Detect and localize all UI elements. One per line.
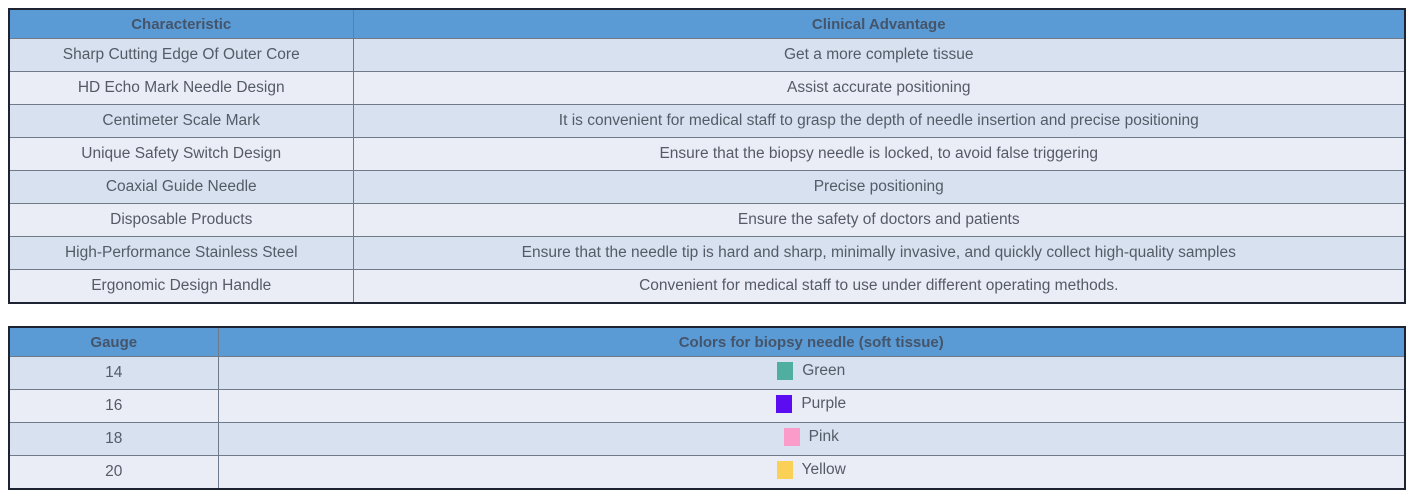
- advantage-cell: Ensure that the needle tip is hard and s…: [352, 236, 1406, 270]
- advantage-cell: Convenient for medical staff to use unde…: [352, 269, 1406, 304]
- gauge-cell: 16: [8, 389, 219, 423]
- gauge-cell: 18: [8, 422, 219, 456]
- characteristic-cell: Sharp Cutting Edge Of Outer Core: [8, 38, 354, 72]
- color-label: Purple: [801, 394, 847, 412]
- gauge-column-header: Gauge: [8, 326, 219, 357]
- color-cell: Purple: [217, 389, 1406, 423]
- characteristic-cell: Unique Safety Switch Design: [8, 137, 354, 171]
- characteristic-cell: High-Performance Stainless Steel: [8, 236, 354, 270]
- gauge-cell: 20: [8, 455, 219, 490]
- green-color-swatch: [777, 361, 794, 380]
- purple-color-swatch: [776, 394, 793, 413]
- gauge-cell: 14: [8, 356, 219, 390]
- color-label: Pink: [808, 427, 839, 445]
- advantage-cell: Ensure that the biopsy needle is locked,…: [352, 137, 1406, 171]
- table-row: Coaxial Guide Needle Precise positioning: [8, 170, 1406, 204]
- table-row: 20 Yellow: [8, 455, 1406, 490]
- characteristic-column-header: Characteristic: [8, 8, 354, 39]
- color-cell: Yellow: [217, 455, 1406, 490]
- color-cell: Green: [217, 356, 1406, 390]
- color-label: Yellow: [801, 460, 846, 478]
- characteristic-cell: Disposable Products: [8, 203, 354, 237]
- characteristic-cell: Ergonomic Design Handle: [8, 269, 354, 304]
- gauge-header-row: Gauge Colors for biopsy needle (soft tis…: [8, 326, 1406, 357]
- characteristic-cell: HD Echo Mark Needle Design: [8, 71, 354, 105]
- table-row: High-Performance Stainless Steel Ensure …: [8, 236, 1406, 270]
- characteristics-table: Characteristic Clinical Advantage Sharp …: [8, 8, 1406, 304]
- color-label: Green: [802, 361, 846, 379]
- advantage-cell: Ensure the safety of doctors and patient…: [352, 203, 1406, 237]
- table-row: 16 Purple: [8, 389, 1406, 423]
- advantage-cell: Precise positioning: [352, 170, 1406, 204]
- characteristic-cell: Coaxial Guide Needle: [8, 170, 354, 204]
- colors-column-header: Colors for biopsy needle (soft tissue): [217, 326, 1406, 357]
- advantage-cell: It is convenient for medical staff to gr…: [352, 104, 1406, 138]
- table-row: 14 Green: [8, 356, 1406, 390]
- advantage-cell: Assist accurate positioning: [352, 71, 1406, 105]
- table-row: Sharp Cutting Edge Of Outer Core Get a m…: [8, 38, 1406, 72]
- table-row: 18 Pink: [8, 422, 1406, 456]
- characteristics-header-row: Characteristic Clinical Advantage: [8, 8, 1406, 39]
- table-row: HD Echo Mark Needle Design Assist accura…: [8, 71, 1406, 105]
- gauge-colors-table: Gauge Colors for biopsy needle (soft tis…: [8, 326, 1406, 490]
- table-row: Disposable Products Ensure the safety of…: [8, 203, 1406, 237]
- characteristic-cell: Centimeter Scale Mark: [8, 104, 354, 138]
- table-row: Unique Safety Switch Design Ensure that …: [8, 137, 1406, 171]
- table-row: Centimeter Scale Mark It is convenient f…: [8, 104, 1406, 138]
- color-cell: Pink: [217, 422, 1406, 456]
- clinical-advantage-column-header: Clinical Advantage: [352, 8, 1406, 39]
- pink-color-swatch: [783, 427, 800, 446]
- yellow-color-swatch: [776, 460, 793, 479]
- table-row: Ergonomic Design Handle Convenient for m…: [8, 269, 1406, 304]
- advantage-cell: Get a more complete tissue: [352, 38, 1406, 72]
